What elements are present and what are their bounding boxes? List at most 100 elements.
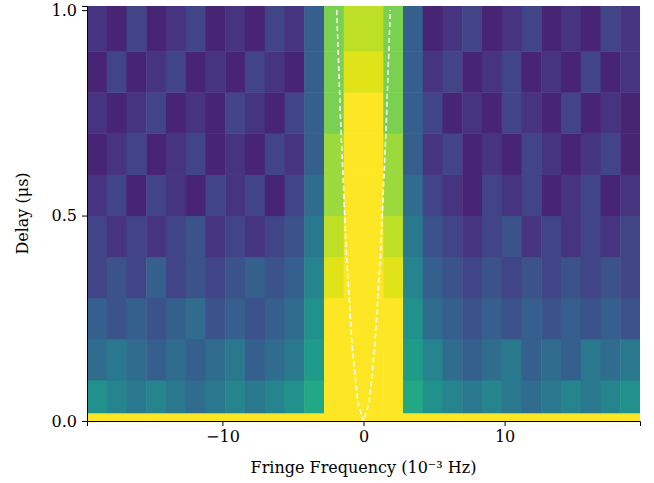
heatmap-cell	[344, 174, 364, 216]
heatmap-cell	[601, 6, 621, 52]
heatmap-cell	[87, 133, 107, 175]
heatmap-cell	[522, 174, 542, 216]
heatmap-cell	[107, 92, 127, 134]
heatmap-cell	[522, 216, 542, 258]
heatmap-cell	[324, 413, 344, 421]
heatmap-cell	[245, 216, 265, 258]
heatmap-cell	[265, 92, 285, 134]
heatmap-cell	[462, 6, 482, 52]
heatmap-cell	[443, 174, 463, 216]
heatmap-cell	[186, 380, 206, 413]
heatmap-cell	[601, 133, 621, 175]
heatmap-cell	[107, 298, 127, 340]
heatmap-cell	[403, 413, 423, 421]
heatmap-cell	[383, 298, 403, 340]
heatmap-cell	[403, 257, 423, 299]
heatmap-cell	[462, 298, 482, 340]
tick-label: 0	[359, 427, 369, 446]
heatmap-cell	[522, 133, 542, 175]
tick: 10	[495, 421, 515, 446]
heatmap-cell	[285, 298, 305, 340]
heatmap-cell	[482, 216, 502, 258]
heatmap-cell	[443, 51, 463, 93]
y-axis-title: Delay (μs)	[13, 172, 32, 254]
heatmap-cell	[561, 6, 581, 52]
heatmap-cell	[502, 298, 522, 340]
heatmap-cell	[245, 6, 265, 52]
heatmap-cell	[146, 413, 166, 421]
heatmap-cell	[166, 216, 186, 258]
heatmap-cell	[601, 92, 621, 134]
heatmap-cell	[541, 174, 561, 216]
heatmap-cell	[107, 51, 127, 93]
heatmap-cell	[304, 413, 324, 421]
heatmap-cell	[324, 216, 344, 258]
heatmap-cell	[127, 92, 147, 134]
heatmap-cell	[324, 380, 344, 413]
tick: 0.5	[52, 206, 87, 225]
heatmap-cell	[423, 298, 443, 340]
heatmap-cell	[87, 92, 107, 134]
heatmap-cell	[541, 216, 561, 258]
heatmap-cell	[206, 133, 226, 175]
tick: 0.0	[52, 412, 87, 431]
heatmap-cell	[601, 174, 621, 216]
heatmap-cell	[581, 6, 601, 52]
heatmap-cell	[324, 298, 344, 340]
heatmap-cell	[265, 6, 285, 52]
heatmap-cell	[186, 174, 206, 216]
heatmap-cell	[324, 257, 344, 299]
heatmap-cell	[482, 174, 502, 216]
heatmap-cell	[225, 413, 245, 421]
heatmap-cell	[107, 380, 127, 413]
heatmap-cell	[581, 92, 601, 134]
heatmap-cell	[581, 413, 601, 421]
heatmap-cell	[206, 298, 226, 340]
heatmap-cell	[462, 339, 482, 381]
heatmap-cell	[403, 6, 423, 52]
heatmap-cell	[601, 257, 621, 299]
heatmap-cell	[443, 413, 463, 421]
heatmap-cell	[502, 6, 522, 52]
heatmap-cell	[265, 339, 285, 381]
heatmap-cell	[225, 216, 245, 258]
heatmap-cell	[423, 51, 443, 93]
heatmap-cell	[285, 174, 305, 216]
heatmap-cell	[206, 413, 226, 421]
heatmap-cell	[245, 298, 265, 340]
heatmap-cell	[601, 380, 621, 413]
heatmap-cell	[541, 298, 561, 340]
heatmap-cell	[423, 6, 443, 52]
heatmap-cell	[403, 51, 423, 93]
heatmap-cell	[423, 174, 443, 216]
heatmap-cell	[620, 133, 640, 175]
heatmap-cell	[265, 298, 285, 340]
heatmap-cell	[186, 92, 206, 134]
heatmap-cell	[462, 92, 482, 134]
heatmap-cell	[285, 413, 305, 421]
heatmap-cell	[383, 216, 403, 258]
heatmap-cell	[87, 298, 107, 340]
heatmap-cell	[344, 6, 364, 52]
heatmap-cell	[561, 380, 581, 413]
heatmap-cell	[502, 174, 522, 216]
heatmap-cell	[146, 92, 166, 134]
heatmap-cell	[344, 380, 364, 413]
tick-label: 0.5	[52, 206, 77, 225]
heatmap-cell	[541, 51, 561, 93]
heatmap-cell	[383, 257, 403, 299]
y-axis: 0.00.51.0	[52, 1, 88, 431]
heatmap-cell	[620, 298, 640, 340]
heatmap-cell	[285, 380, 305, 413]
heatmap-cell	[581, 51, 601, 93]
heatmap-cell	[225, 174, 245, 216]
heatmap-cell	[561, 257, 581, 299]
heatmap-cell	[620, 92, 640, 134]
heatmap-cell	[127, 133, 147, 175]
heatmap-cell	[206, 6, 226, 52]
heatmap-cell	[304, 133, 324, 175]
heatmap-cell	[443, 216, 463, 258]
heatmap-cell	[462, 413, 482, 421]
heatmap-cell	[265, 216, 285, 258]
heatmap-cell	[166, 380, 186, 413]
